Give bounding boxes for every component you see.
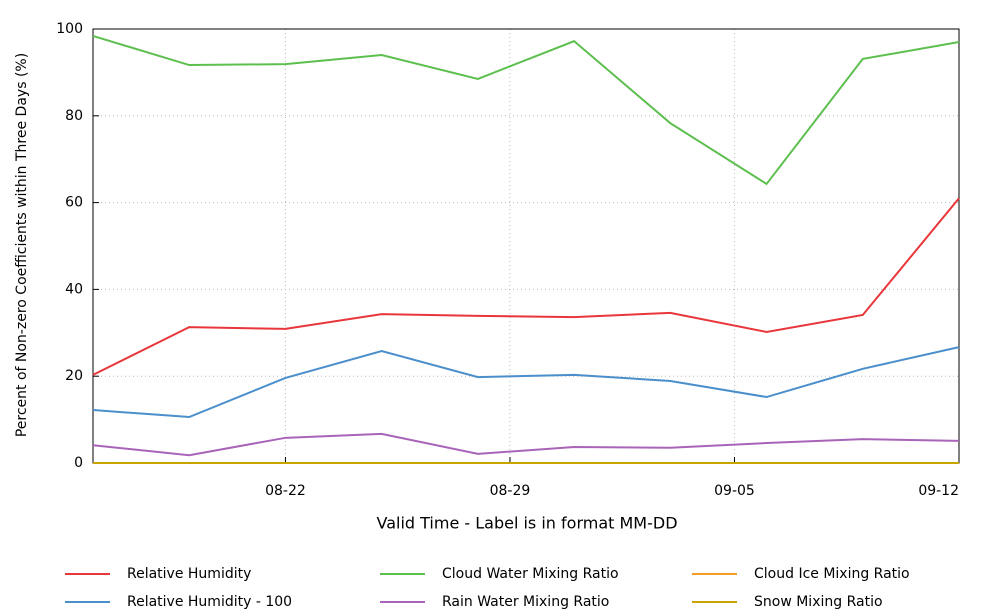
legend-label: Relative Humidity	[127, 566, 251, 582]
legend-label: Relative Humidity - 100	[127, 594, 292, 610]
x-tick-label: 08-22	[265, 483, 306, 499]
y-tick-label: 40	[65, 281, 83, 297]
x-tick-label: 09-12	[918, 483, 959, 499]
y-axis-label: Percent of Non-zero Coefficients within …	[14, 53, 30, 437]
x-tick-label: 09-05	[714, 483, 755, 499]
y-tick-label: 80	[65, 108, 83, 124]
series-line	[92, 197, 960, 376]
y-tick-label: 60	[65, 195, 83, 211]
y-tick-label: 20	[65, 368, 83, 384]
legend-label: Snow Mixing Ratio	[754, 594, 883, 610]
x-tick-label: 08-29	[490, 483, 531, 499]
x-axis-label: Valid Time - Label is in format MM-DD	[376, 514, 677, 533]
y-tick-label: 100	[56, 21, 83, 37]
legend-label: Cloud Ice Mixing Ratio	[754, 566, 910, 582]
series-line	[92, 432, 960, 457]
series-line	[92, 34, 960, 186]
series-line	[92, 346, 960, 419]
y-tick-label: 0	[74, 455, 83, 471]
legend-label: Cloud Water Mixing Ratio	[442, 566, 619, 582]
plot-frame	[92, 28, 960, 464]
legend-label: Rain Water Mixing Ratio	[442, 594, 609, 610]
